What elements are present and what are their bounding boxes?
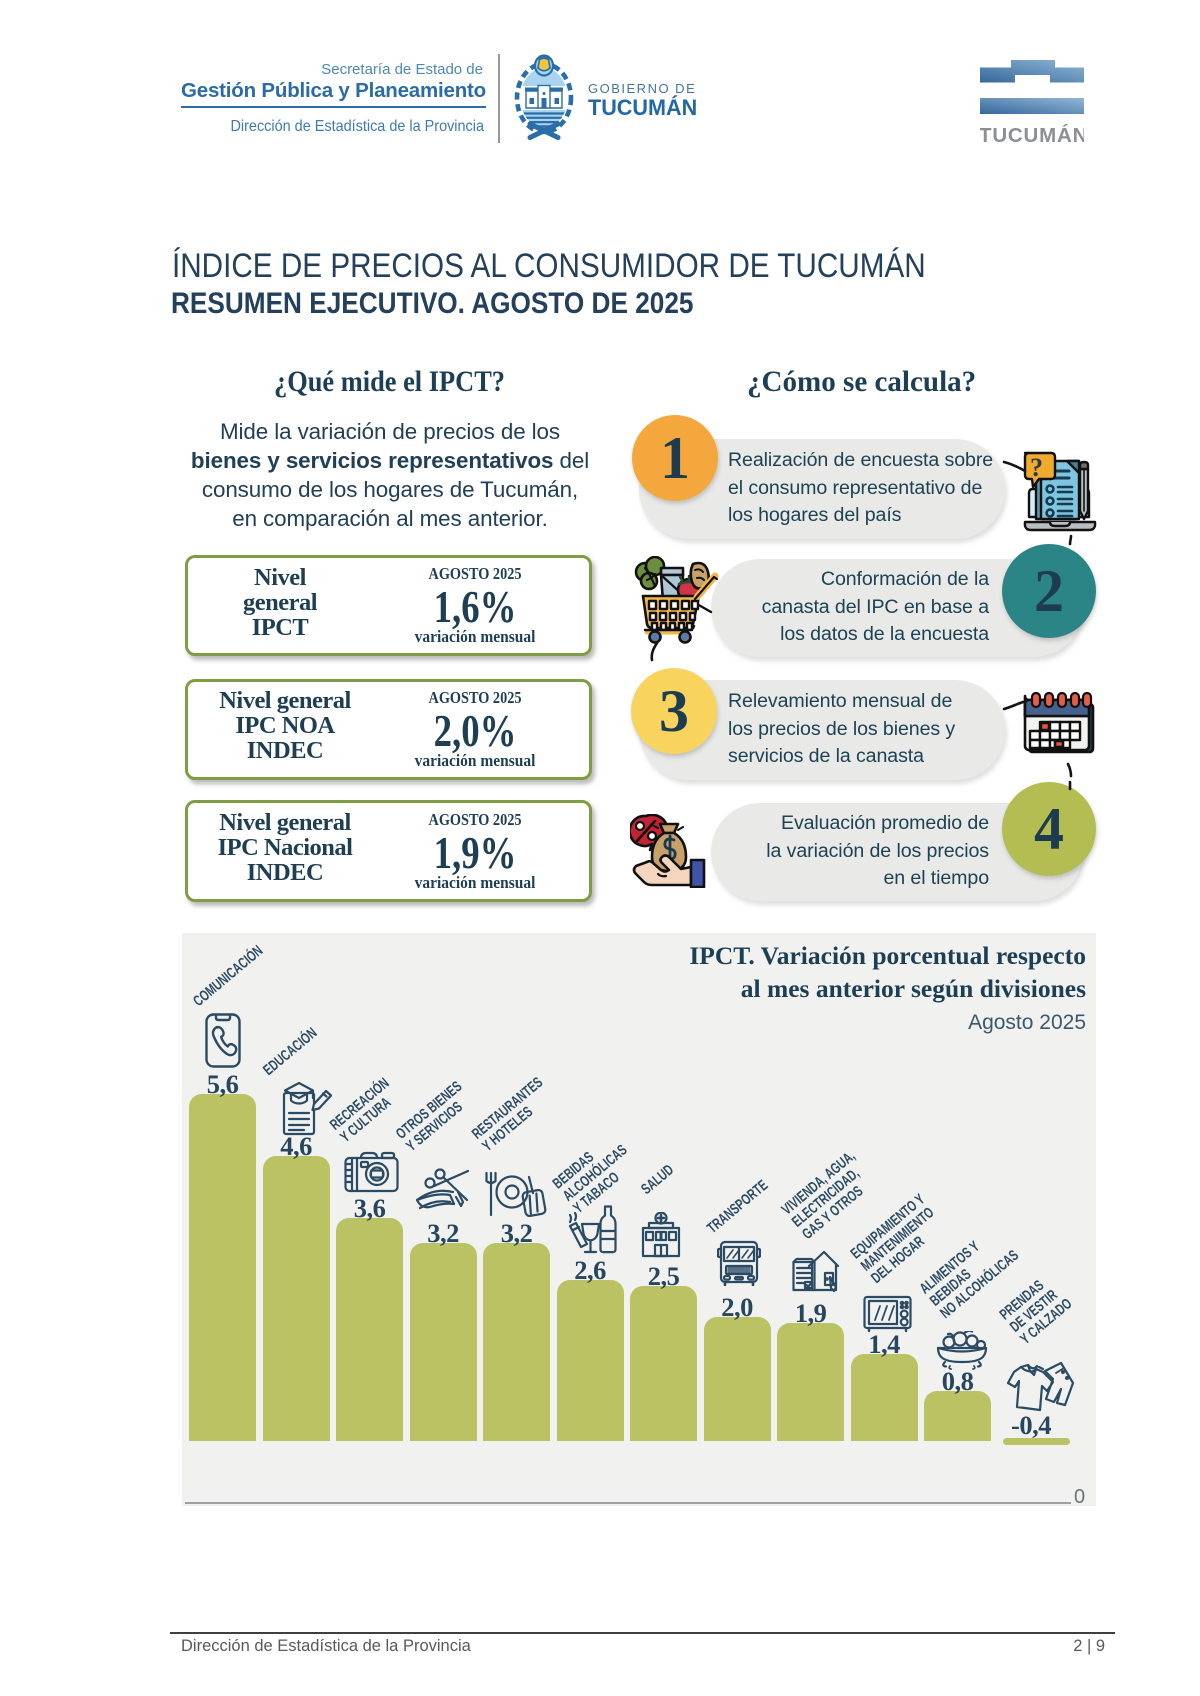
svg-text:?: ? — [1030, 453, 1043, 482]
svg-text:TUCUMÁN: TUCUMÁN — [980, 124, 1084, 145]
